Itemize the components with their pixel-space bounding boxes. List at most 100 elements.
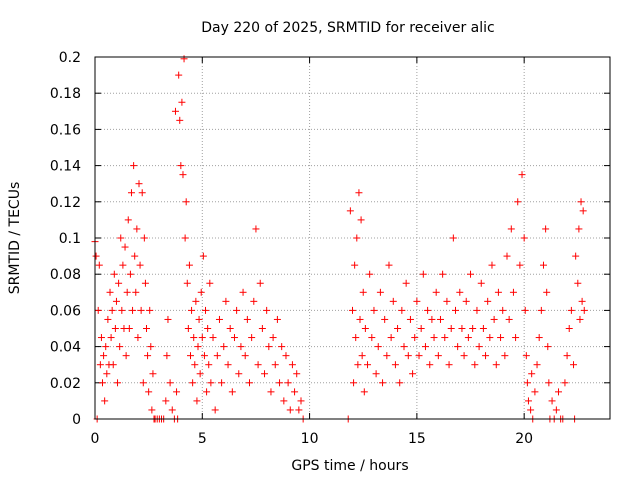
data-point-marker [206,279,214,287]
data-point-marker [501,352,509,360]
data-point-marker [533,361,541,369]
data-point-marker [424,306,432,314]
data-point-marker [368,334,376,342]
data-point-marker [199,252,207,260]
x-tick-label: 20 [515,431,533,447]
data-point-marker [261,370,269,378]
data-point-marker [162,397,170,405]
data-point-marker [404,352,412,360]
data-point-marker [482,352,490,360]
data-point-marker [497,334,505,342]
data-point-marker [545,379,553,387]
data-point-marker [458,325,466,332]
data-point-marker [567,306,575,314]
data-point-marker [456,288,464,296]
data-point-marker [143,325,150,332]
data-point-marker [107,334,115,342]
data-point-marker [124,216,132,224]
data-point-marker [204,325,212,332]
data-point-marker [421,343,429,351]
data-point-marker [126,270,134,278]
data-point-marker [366,270,374,278]
data-point-marker [579,207,587,215]
data-point-marker [434,352,442,360]
data-point-marker [235,370,243,378]
data-point-marker [358,352,366,360]
data-point-marker [293,370,301,378]
data-point-marker [123,288,131,296]
data-point-marker [166,379,174,387]
y-tick-label: 0.06 [50,303,81,319]
data-point-marker [134,334,142,342]
data-point-marker [297,397,305,405]
data-point-marker [361,325,369,332]
data-point-marker [180,55,188,63]
data-point-marker [196,370,204,378]
data-point-marker [131,252,139,260]
data-point-marker [488,261,496,269]
data-point-marker [295,406,303,414]
data-point-marker [248,334,256,342]
data-point-marker [535,334,543,342]
data-point-marker [563,352,571,360]
data-point-marker [273,315,281,323]
data-point-marker [137,306,145,314]
data-point-marker [539,261,547,269]
data-point-marker [351,261,359,269]
y-tick-label: 0.02 [50,376,81,392]
data-point-marker [189,379,197,387]
data-point-marker [114,379,122,387]
data-point-marker [115,279,123,287]
data-point-marker [130,162,138,170]
data-point-marker [141,279,149,287]
data-point-marker [269,334,277,342]
data-point-marker [441,334,449,342]
data-point-marker [469,325,477,332]
data-point-marker [447,325,455,332]
x-tick-label: 10 [301,431,319,447]
data-point-marker [111,325,119,332]
data-point-marker [402,279,410,287]
data-point-marker [494,288,502,296]
data-point-marker [183,279,191,287]
data-point-marker [467,270,475,278]
data-point-marker [454,343,462,351]
data-point-marker [577,198,585,206]
data-point-marker [486,334,494,342]
data-point-marker [110,270,118,278]
data-point-marker [192,297,200,305]
data-point-marker [514,198,522,206]
y-tick-label: 0.14 [50,159,81,175]
data-point-marker [349,306,356,314]
chart-title: Day 220 of 2025, SRMTID for receiver ali… [201,20,494,36]
data-point-marker [215,315,223,323]
data-point-marker [252,225,260,233]
data-point-marker [356,315,364,323]
data-point-marker [220,343,228,351]
data-point-marker [445,361,453,369]
data-point-marker [359,288,367,296]
data-point-marker [116,343,124,351]
data-point-marker [108,306,116,314]
data-point-marker [179,171,187,179]
data-point-marker [149,370,157,378]
data-point-marker [512,334,520,342]
data-point-marker [396,379,404,387]
data-point-marker [104,315,112,323]
data-point-marker [218,379,226,387]
data-point-marker [97,334,105,342]
data-point-marker [357,216,365,224]
data-point-marker [233,306,241,314]
data-point-marker [224,361,232,369]
data-point-marker [503,252,511,260]
data-point-marker [518,171,526,179]
data-point-marker [178,98,186,106]
data-point-marker [576,315,584,323]
data-point-marker [346,207,354,215]
y-tick-label: 0.18 [50,86,81,102]
data-point-marker [176,116,184,124]
data-point-marker [490,315,498,323]
data-point-marker [243,315,251,323]
data-point-marker [523,379,531,387]
